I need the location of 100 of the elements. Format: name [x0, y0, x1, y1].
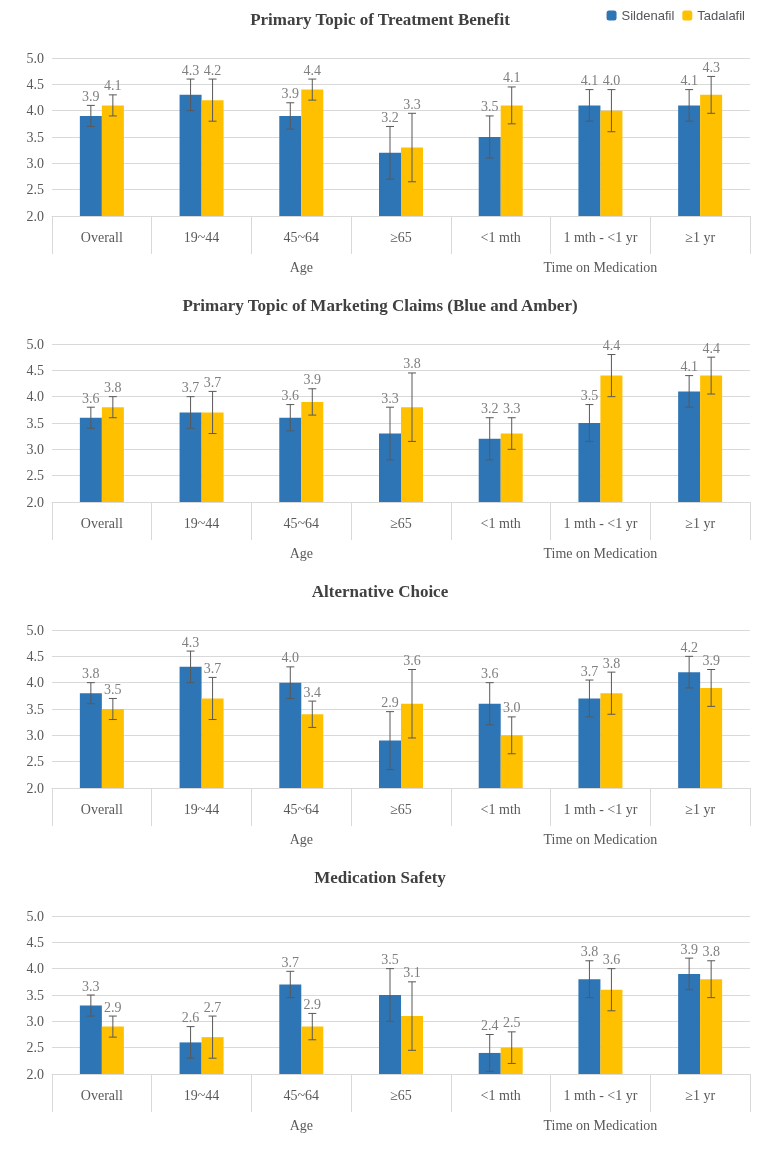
data-label: 3.9 [82, 88, 100, 104]
y-tick-label: 2.0 [26, 494, 44, 510]
data-label: 4.1 [680, 359, 698, 375]
y-tick-label: 4.5 [26, 648, 44, 664]
data-label: 3.5 [104, 681, 122, 697]
x-tick-label: 19~44 [183, 1087, 220, 1103]
text: Age [289, 545, 313, 561]
data-label: 2.4 [480, 1018, 499, 1033]
data-label: 3.1 [403, 965, 421, 981]
data-label: 3.6 [82, 390, 100, 406]
data-label: 3.9 [680, 941, 698, 957]
x-tick-label: ≥1 yr [685, 229, 716, 245]
x-tick-label: 1 mth - <1 yr [563, 515, 638, 531]
data-label: 4.1 [580, 73, 599, 89]
data-label: 3.7 [203, 374, 222, 390]
data-label: 3.5 [580, 388, 599, 404]
y-tick-label: 5.0 [26, 908, 44, 924]
y-tick-label: 3.5 [26, 415, 44, 431]
data-label: 3.4 [303, 684, 322, 700]
data-label: 4.1 [680, 73, 698, 89]
y-tick-label: 2.0 [26, 1066, 44, 1082]
y-tick-label: 4.5 [26, 76, 44, 92]
data-label: 3.0 [502, 700, 521, 716]
data-label: 2.9 [104, 999, 122, 1015]
data-label: 4.2 [203, 62, 222, 78]
x-tick-label: ≥65 [390, 229, 412, 245]
y-tick-label: 4.5 [26, 362, 44, 378]
data-label: 2.7 [203, 999, 222, 1015]
data-label: 3.8 [403, 356, 421, 372]
data-label: 3.7 [281, 954, 300, 970]
data-label: 3.7 [580, 663, 599, 679]
x-tick-label: 45~64 [283, 801, 320, 817]
legend-label: Tadalafil [697, 8, 746, 23]
x-tick-label: ≥65 [390, 1087, 412, 1103]
data-label: 3.6 [281, 388, 300, 404]
data-label: 3.2 [480, 401, 499, 417]
y-tick-label: 4.0 [26, 675, 44, 691]
x-tick-label: 19~44 [183, 229, 220, 245]
data-label: 3.3 [403, 96, 421, 112]
data-label: 4.3 [181, 634, 200, 650]
data-label: 3.9 [281, 86, 300, 102]
data-label: 3.8 [104, 380, 122, 396]
text: Age [289, 831, 313, 847]
y-tick-label: 3.5 [26, 701, 44, 717]
chart-title: Alternative Choice [311, 582, 449, 601]
data-label: 3.6 [602, 952, 621, 968]
data-label: 3.5 [480, 99, 499, 115]
y-tick-label: 3.5 [26, 987, 44, 1003]
x-tick-label: 1 mth - <1 yr [563, 1087, 638, 1103]
x-tick-label: ≥1 yr [685, 1087, 716, 1103]
data-label: 3.3 [381, 390, 399, 406]
x-tick-label: 19~44 [183, 801, 220, 817]
data-label: 3.9 [702, 653, 720, 668]
data-label: 4.4 [702, 340, 720, 356]
x-tick-label: 1 mth - <1 yr [563, 229, 638, 245]
data-label: 2.6 [181, 1010, 200, 1026]
data-label: 2.5 [502, 1015, 521, 1031]
x-tick-label: <1 mth [480, 515, 521, 531]
data-label: 4.2 [680, 639, 698, 655]
data-label: 3.7 [203, 660, 222, 676]
y-tick-label: 5.0 [26, 336, 44, 352]
x-tick-label: ≥1 yr [685, 801, 716, 817]
x-tick-label: <1 mth [480, 1087, 521, 1103]
data-label: 3.8 [580, 944, 599, 960]
chart-title: Primary Topic of Marketing Claims (Blue and Amber) [182, 296, 578, 315]
data-label: 3.7 [181, 380, 200, 396]
y-tick-label: 2.5 [26, 1040, 44, 1056]
y-tick-label: 2.0 [26, 208, 44, 224]
x-tick-label: 45~64 [283, 515, 320, 531]
y-tick-label: 3.0 [26, 1013, 44, 1029]
y-tick-label: 2.5 [26, 182, 44, 198]
y-tick-label: 3.0 [26, 727, 44, 743]
legend-label: Sildenafil [621, 8, 675, 23]
y-tick-label: 4.0 [26, 389, 44, 405]
data-label: 3.3 [82, 978, 100, 994]
data-label: 2.9 [381, 695, 399, 711]
text: Time on Medication [543, 831, 658, 847]
data-label: 3.8 [602, 655, 621, 671]
y-tick-label: 5.0 [26, 50, 44, 66]
y-tick-label: 4.0 [26, 103, 44, 119]
x-tick-label: Overall [80, 515, 123, 531]
data-label: 3.9 [303, 372, 322, 388]
x-tick-label: Overall [80, 1087, 123, 1103]
data-label: 3.5 [381, 952, 399, 968]
text: Time on Medication [543, 259, 658, 275]
data-label: 4.4 [602, 338, 621, 354]
data-label: 3.6 [403, 653, 421, 668]
chart-title: Primary Topic of Treatment Benefit [250, 10, 511, 29]
x-tick-label: 45~64 [283, 229, 320, 245]
data-label: 4.4 [303, 62, 322, 78]
y-tick-label: 3.0 [26, 441, 44, 457]
data-label: 4.1 [502, 70, 521, 86]
text: Age [289, 1117, 313, 1133]
y-tick-label: 2.5 [26, 754, 44, 770]
y-tick-label: 3.5 [26, 129, 44, 145]
data-label: 4.0 [281, 650, 300, 666]
data-label: 2.9 [303, 996, 322, 1012]
data-label: 4.0 [602, 73, 621, 89]
x-tick-label: <1 mth [480, 229, 521, 245]
data-label: 3.6 [480, 666, 499, 682]
